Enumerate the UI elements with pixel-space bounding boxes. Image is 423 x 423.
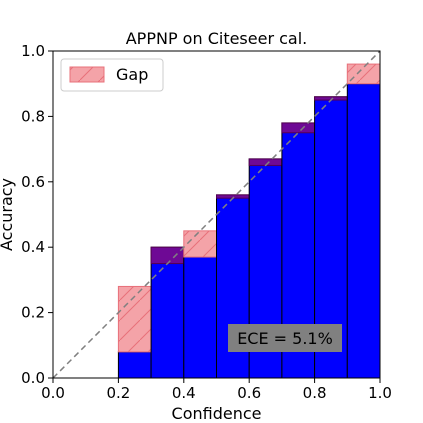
bars-layer	[117, 63, 380, 378]
ece-annotation-box	[228, 324, 342, 352]
gap-hatch-0	[118, 286, 152, 352]
x-tick-label-1: 0.2	[106, 384, 130, 402]
legend-gap-label: Gap	[116, 65, 148, 84]
perfect-calibration-diagonal	[52, 50, 381, 379]
y-axis-label: Accuracy	[0, 178, 16, 251]
plot-frame	[52, 50, 381, 379]
gap-hatch-2	[183, 230, 217, 258]
legend-gap-swatch-hatch	[70, 67, 104, 82]
x-tick-label-3: 0.6	[237, 384, 261, 402]
legend: Gap	[60, 58, 164, 92]
ece-annotation: ECE = 5.1%	[237, 329, 333, 348]
y-tick-label-3: 0.6	[21, 173, 45, 191]
x-tick-label-4: 0.8	[303, 384, 327, 402]
accuracy-bar-2	[183, 256, 218, 378]
accuracy-bar-0	[117, 351, 152, 378]
y-tick-label-2: 0.4	[21, 238, 45, 256]
gap-bar-1	[150, 246, 185, 265]
y-tick-label-1: 0.2	[21, 304, 45, 322]
y-tick-label-4: 0.8	[21, 107, 45, 125]
gap-bar-5	[281, 122, 316, 134]
y-tick-label-0: 0.0	[21, 369, 45, 387]
x-axis-ticks: 0.0 0.2 0.4 0.6 0.8 1.0	[41, 378, 392, 402]
x-axis-label: Confidence	[172, 404, 262, 423]
x-tick-label-2: 0.4	[172, 384, 196, 402]
accuracy-bar-7	[346, 83, 380, 378]
y-axis-ticks: 0.0 0.2 0.4 0.6 0.8 1.0	[21, 42, 53, 387]
gap-hatch-7	[347, 64, 380, 84]
x-tick-label-5: 1.0	[368, 384, 392, 402]
y-tick-label-5: 1.0	[21, 42, 45, 60]
accuracy-bar-1	[150, 246, 185, 378]
x-tick-label-0: 0.0	[41, 384, 65, 402]
chart-title: APPNP on Citeseer cal.	[126, 29, 308, 48]
